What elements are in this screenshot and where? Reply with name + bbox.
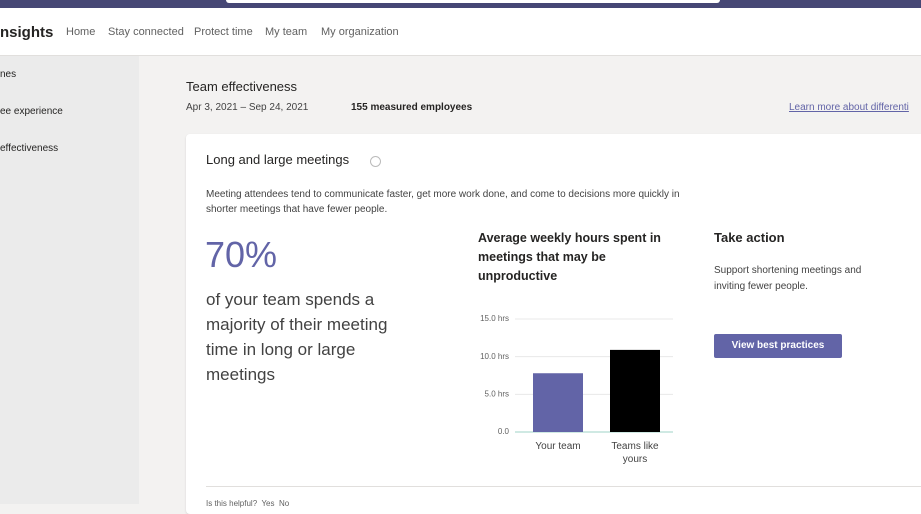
stat: 70%: [205, 234, 278, 275]
top-bar: [0, 0, 921, 8]
stat-text: of your team spends a majority of their …: [206, 290, 388, 384]
nav-item[interactable]: My team: [265, 26, 308, 38]
page-title: Team effectiveness: [186, 79, 298, 94]
action-title: Take action: [714, 230, 785, 245]
y-tick-label: 10.0 hrs: [480, 352, 509, 361]
action-text: Support shortening meetings and inviting…: [714, 265, 862, 292]
button[interactable]: View best practices: [714, 334, 842, 358]
side-item[interactable]: ee experience: [0, 106, 63, 117]
nav-item[interactable]: My organization: [321, 26, 399, 38]
nav-item[interactable]: Stay connected: [108, 26, 184, 38]
bar: [610, 349, 660, 432]
card-description: Meeting attendees tend to communicate fa…: [206, 189, 680, 215]
app-title: nsights: [0, 24, 54, 41]
y-tick-label: 0.0: [498, 427, 510, 436]
nav-item[interactable]: Home: [66, 26, 96, 38]
bar: [533, 373, 583, 432]
card-title: Long and large meetings: [206, 152, 350, 167]
y-tick-label: 5.0 hrs: [485, 389, 509, 398]
card: [186, 134, 921, 514]
divider: [206, 486, 921, 487]
y-tick-label: 15.0 hrs: [480, 314, 509, 323]
info-icon[interactable]: [370, 156, 381, 167]
search-box[interactable]: [226, 0, 720, 3]
side-item[interactable]: effectiveness: [0, 143, 59, 154]
nav-item[interactable]: Protect time: [194, 26, 253, 38]
sidebar: [0, 56, 139, 504]
date-range: Apr 3, 2021 – Sep 24, 2021: [186, 102, 309, 113]
nav-bar: [0, 8, 921, 56]
learn-link[interactable]: Learn more about differenti: [789, 102, 909, 113]
chart-title: Average weekly hours spent in meetings t…: [478, 231, 661, 283]
x-tick-label: Teams like yours: [611, 441, 659, 465]
employees: 155 measured employees: [351, 102, 473, 113]
side-item[interactable]: nes: [0, 69, 17, 80]
x-tick-label: Your team: [535, 441, 581, 452]
